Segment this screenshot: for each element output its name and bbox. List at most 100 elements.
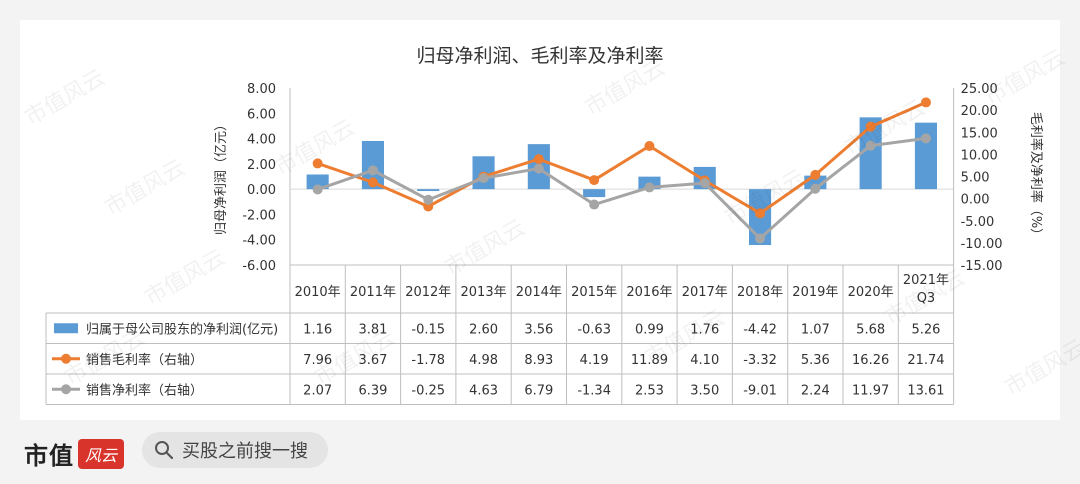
net-margin-point	[810, 183, 821, 194]
gross-margin-line	[317, 101, 927, 215]
footer: 市值 风云 买股之前搜一搜	[20, 430, 1060, 474]
table-cell-value: 3.56	[524, 322, 553, 337]
table-cell-value: 4.63	[469, 383, 498, 398]
table-cell-value: 4.98	[469, 353, 498, 368]
table-cell-value: 0.99	[635, 322, 664, 337]
legend-key-marker	[61, 384, 71, 395]
brand[interactable]: 市值 风云	[24, 436, 124, 471]
category-label: 2011年	[350, 285, 396, 300]
left-tick-label: 2.00	[247, 158, 276, 173]
right-tick-label: 5.00	[961, 171, 990, 186]
gross-margin-point	[312, 158, 323, 169]
legend-entry: 销售毛利率（右轴）	[86, 352, 203, 368]
brand-logo: 风云	[78, 438, 124, 469]
left-tick-label: 0.00	[247, 183, 276, 198]
chart: 归母净利润、毛利率及净利率 8.00 6.00 4.00 2.00 0.00 -2.00 -4…	[45, 45, 1044, 405]
bar	[306, 174, 329, 190]
legend-key-marker	[61, 353, 71, 364]
category-label: 2017年	[682, 285, 728, 300]
legend-entry: 归属于母公司股东的净利润(亿元)	[86, 321, 278, 337]
right-tick-label: 10.00	[961, 148, 998, 163]
bar	[859, 117, 882, 190]
left-tick-label: -4.00	[242, 234, 276, 249]
gross-margin-point	[810, 169, 821, 180]
table-cell-value: 3.50	[690, 383, 719, 398]
bar	[417, 189, 440, 192]
table-cell-value: 1.16	[303, 322, 332, 337]
category-label: 2010年	[295, 285, 341, 300]
gross-margin-point	[755, 208, 766, 219]
bar	[583, 189, 606, 198]
table-cell-value: 5.26	[911, 322, 940, 337]
table-cell-value: -0.15	[411, 322, 445, 337]
table-cell-value: 6.39	[358, 383, 387, 398]
bar	[914, 122, 938, 190]
table-cell-value: -1.78	[411, 353, 445, 368]
table-cell-value: 7.96	[303, 353, 332, 368]
table-cell-value: 4.10	[690, 353, 719, 368]
net-margin-point	[423, 194, 434, 205]
right-tick-label: 0.00	[961, 193, 990, 208]
table-cell-value: 2.60	[469, 322, 498, 337]
gross-margin-point	[589, 175, 600, 186]
right-tick-label: -5.00	[961, 215, 995, 230]
brand-name: 市值	[24, 442, 74, 470]
chart-title: 归母净利润、毛利率及净利率	[416, 45, 663, 67]
category-label: 2019年	[792, 285, 838, 300]
table-cell-value: 3.67	[358, 353, 387, 368]
table-cell-value: -9.01	[743, 383, 777, 398]
search-placeholder: 买股之前搜一搜	[182, 441, 308, 462]
net-margin-point	[533, 163, 544, 174]
table-cell-value: -0.63	[577, 322, 611, 337]
table-cell-value: 2.07	[303, 383, 332, 398]
gross-margin-point	[533, 154, 544, 165]
search-icon	[155, 441, 174, 460]
right-axis-label: 毛利率及净利率（%）	[1028, 112, 1044, 241]
table-cell-value: 1.07	[801, 322, 830, 337]
net-margin-point	[312, 184, 323, 195]
net-margin-point	[589, 199, 600, 210]
table-cell-value: 1.76	[690, 322, 719, 337]
table-cell-value: 3.81	[358, 322, 387, 337]
left-tick-label: 6.00	[247, 107, 276, 122]
right-tick-label: 25.00	[961, 82, 998, 97]
legend-key-bar	[54, 323, 78, 334]
table-cell-value: -0.25	[411, 383, 445, 398]
category-label: 2012年	[405, 285, 451, 300]
table-cell-value: 16.26	[852, 353, 889, 368]
table-cell-value: 5.68	[856, 322, 885, 337]
gross-margin-point	[367, 177, 378, 188]
net-margin-line	[317, 136, 927, 240]
net-margin-point	[367, 165, 378, 176]
left-tick-label: -2.00	[242, 208, 276, 223]
gross-margin-point	[644, 141, 655, 152]
category-label: 2020年	[848, 285, 894, 300]
net-margin-point	[644, 182, 655, 193]
right-tick-label: 15.00	[961, 126, 998, 141]
gross-margin-point	[865, 121, 876, 132]
right-tick-label: -10.00	[961, 237, 1003, 252]
category-label: 2014年	[516, 285, 562, 300]
table-cell-value: 8.93	[524, 353, 553, 368]
search-bar[interactable]: 买股之前搜一搜	[142, 432, 328, 468]
bar	[361, 140, 385, 190]
table-cell-value: 13.61	[907, 383, 944, 398]
right-tick-label: -15.00	[961, 259, 1003, 274]
table-cell-value: -3.32	[743, 353, 777, 368]
table-cell-value: 6.79	[524, 383, 553, 398]
table-cell-value: 5.36	[801, 353, 830, 368]
net-margin-point	[920, 133, 931, 144]
table-cell-value: 4.19	[580, 353, 609, 368]
category-label: 2021年 Q3	[903, 273, 949, 306]
right-tick-label: 20.00	[961, 104, 998, 119]
chart-card: 归母净利润、毛利率及净利率 8.00 6.00 4.00 2.00 0.00 -2.00 -4…	[20, 20, 1080, 420]
net-margin-point	[699, 178, 710, 189]
gross-margin-point	[920, 97, 931, 108]
net-margin-point	[478, 173, 489, 184]
left-tick-label: 8.00	[247, 82, 276, 97]
category-label: 2015年	[571, 285, 617, 300]
left-tick-label: -6.00	[242, 259, 276, 274]
table-cell-value: 11.89	[631, 353, 668, 368]
category-label: 2016年	[626, 285, 672, 300]
left-tick-label: 4.00	[247, 133, 276, 148]
